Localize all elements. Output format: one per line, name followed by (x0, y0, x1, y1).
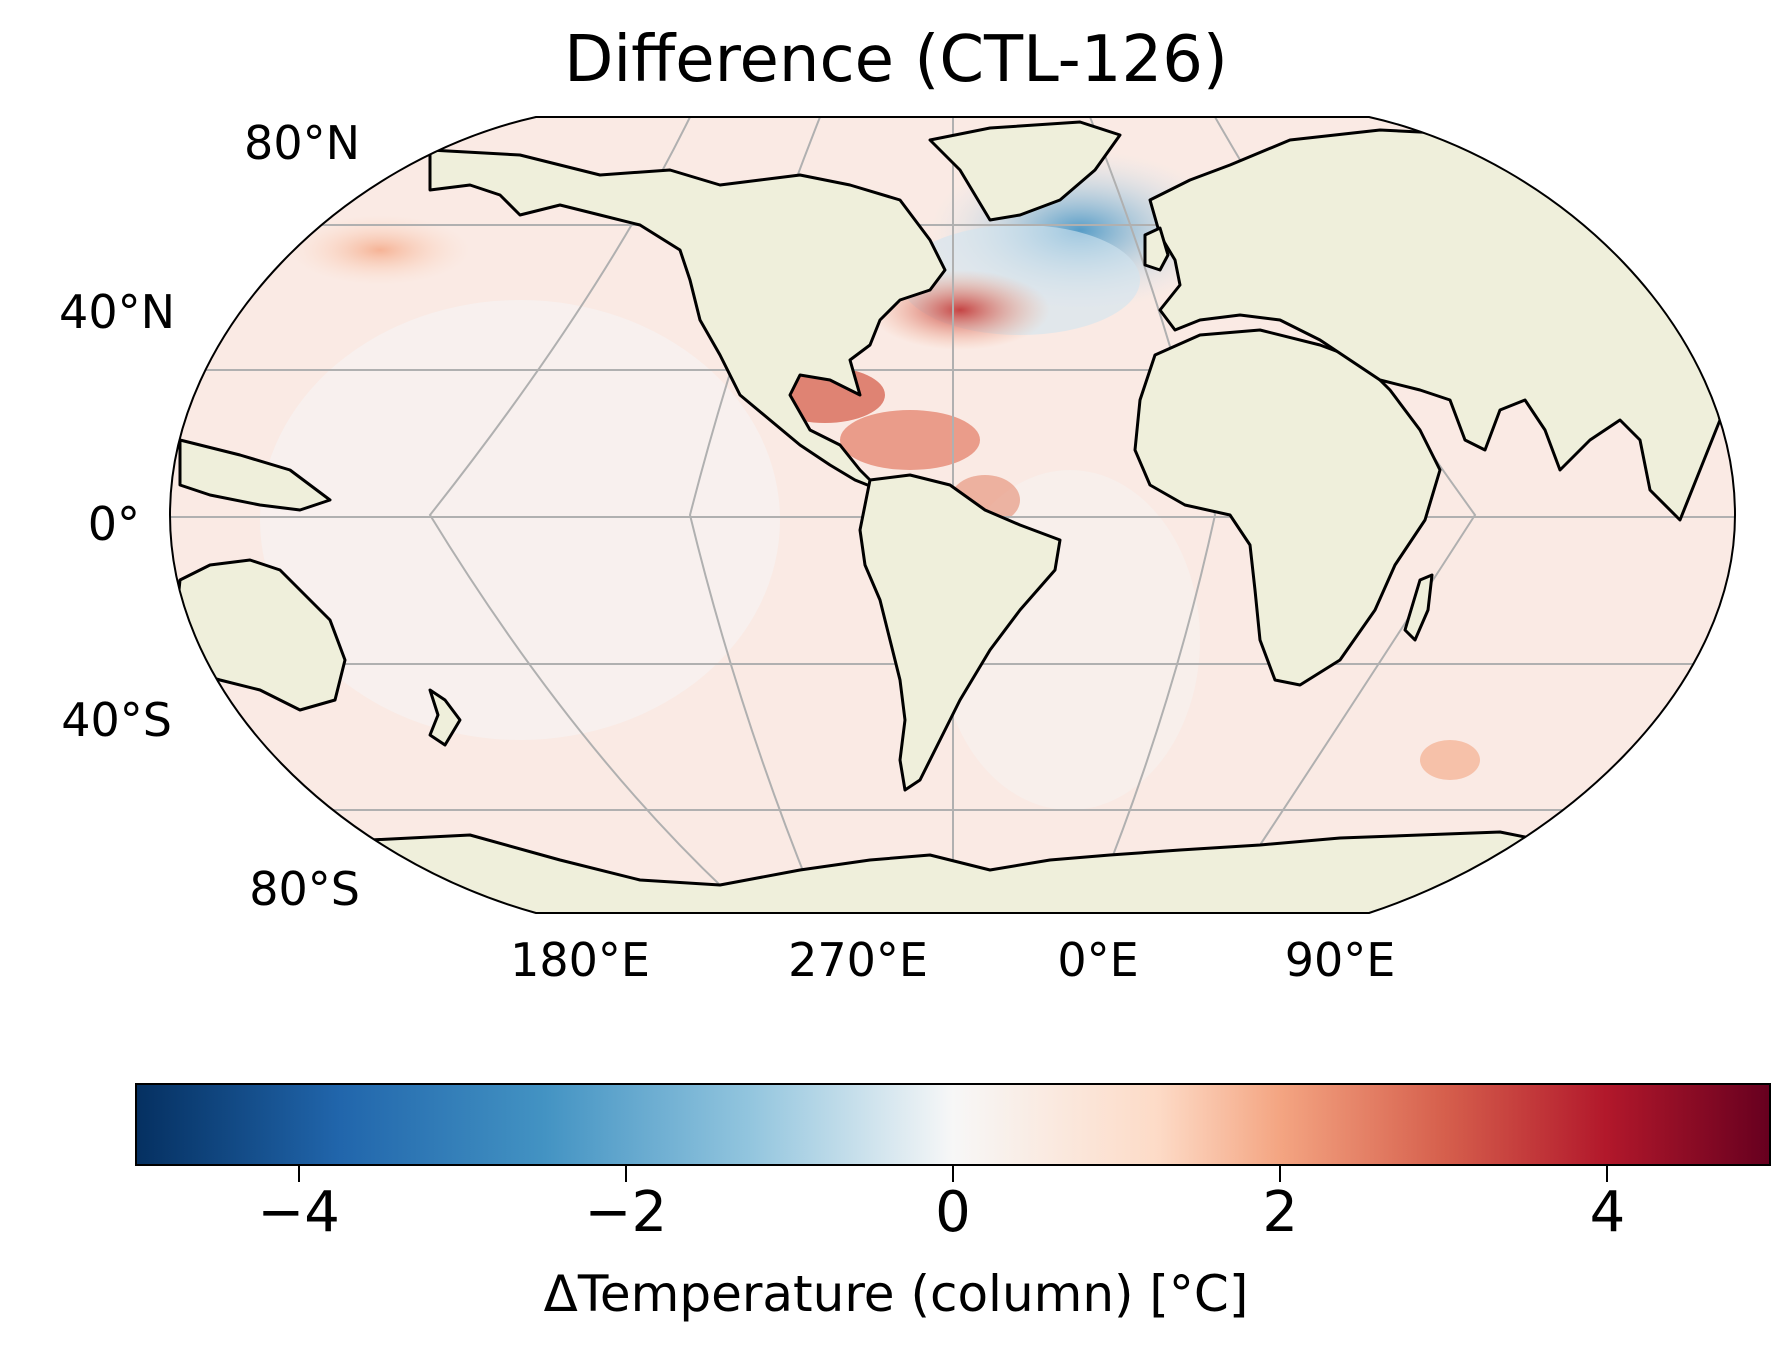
colorbar-tick (952, 1166, 954, 1182)
colorbar-tick (1279, 1166, 1282, 1182)
anomaly-caribbean (840, 410, 980, 470)
colorbar (135, 1083, 1771, 1166)
lat-label-80s: 80°S (249, 862, 360, 916)
anomaly-southern-ocean (1420, 740, 1480, 780)
chart-title: Difference (CTL-126) (564, 23, 1228, 97)
globe-outline (168, 116, 1737, 914)
lon-label-90e: 90°E (1284, 933, 1396, 987)
madagascar (1403, 573, 1434, 642)
lat-label-0: 0° (87, 497, 140, 551)
lat-label-40s: 40°S (61, 693, 172, 747)
colorbar-tick (297, 1166, 300, 1182)
lat-label-80n: 80°N (244, 116, 360, 170)
anomaly-kuroshio (290, 215, 470, 285)
colorbar-tick (1606, 1166, 1609, 1182)
lon-label-270e: 270°E (788, 933, 928, 987)
lat-label-40n: 40°N (59, 285, 175, 339)
colorbar-tick-label: −2 (584, 1180, 668, 1245)
uk (1143, 226, 1170, 272)
colorbar-tick-label: 0 (935, 1180, 971, 1245)
greenland (928, 120, 1122, 222)
anomaly-central-pacific (260, 300, 780, 740)
lon-label-180e: 180°E (510, 933, 650, 987)
new-zealand (428, 688, 462, 747)
colorbar-tick-label: 4 (1589, 1180, 1626, 1245)
asia-pacific-islands (178, 438, 332, 512)
colorbar-tick-label: −4 (257, 1180, 340, 1245)
lon-label-0e: 0°E (1057, 933, 1139, 987)
colorbar-tick (624, 1166, 627, 1182)
colorbar-tick-label: 2 (1262, 1180, 1298, 1245)
north-america (428, 148, 947, 492)
colorbar-label: ΔTemperature (column) [°C] (543, 1265, 1249, 1323)
south-america (858, 473, 1062, 792)
